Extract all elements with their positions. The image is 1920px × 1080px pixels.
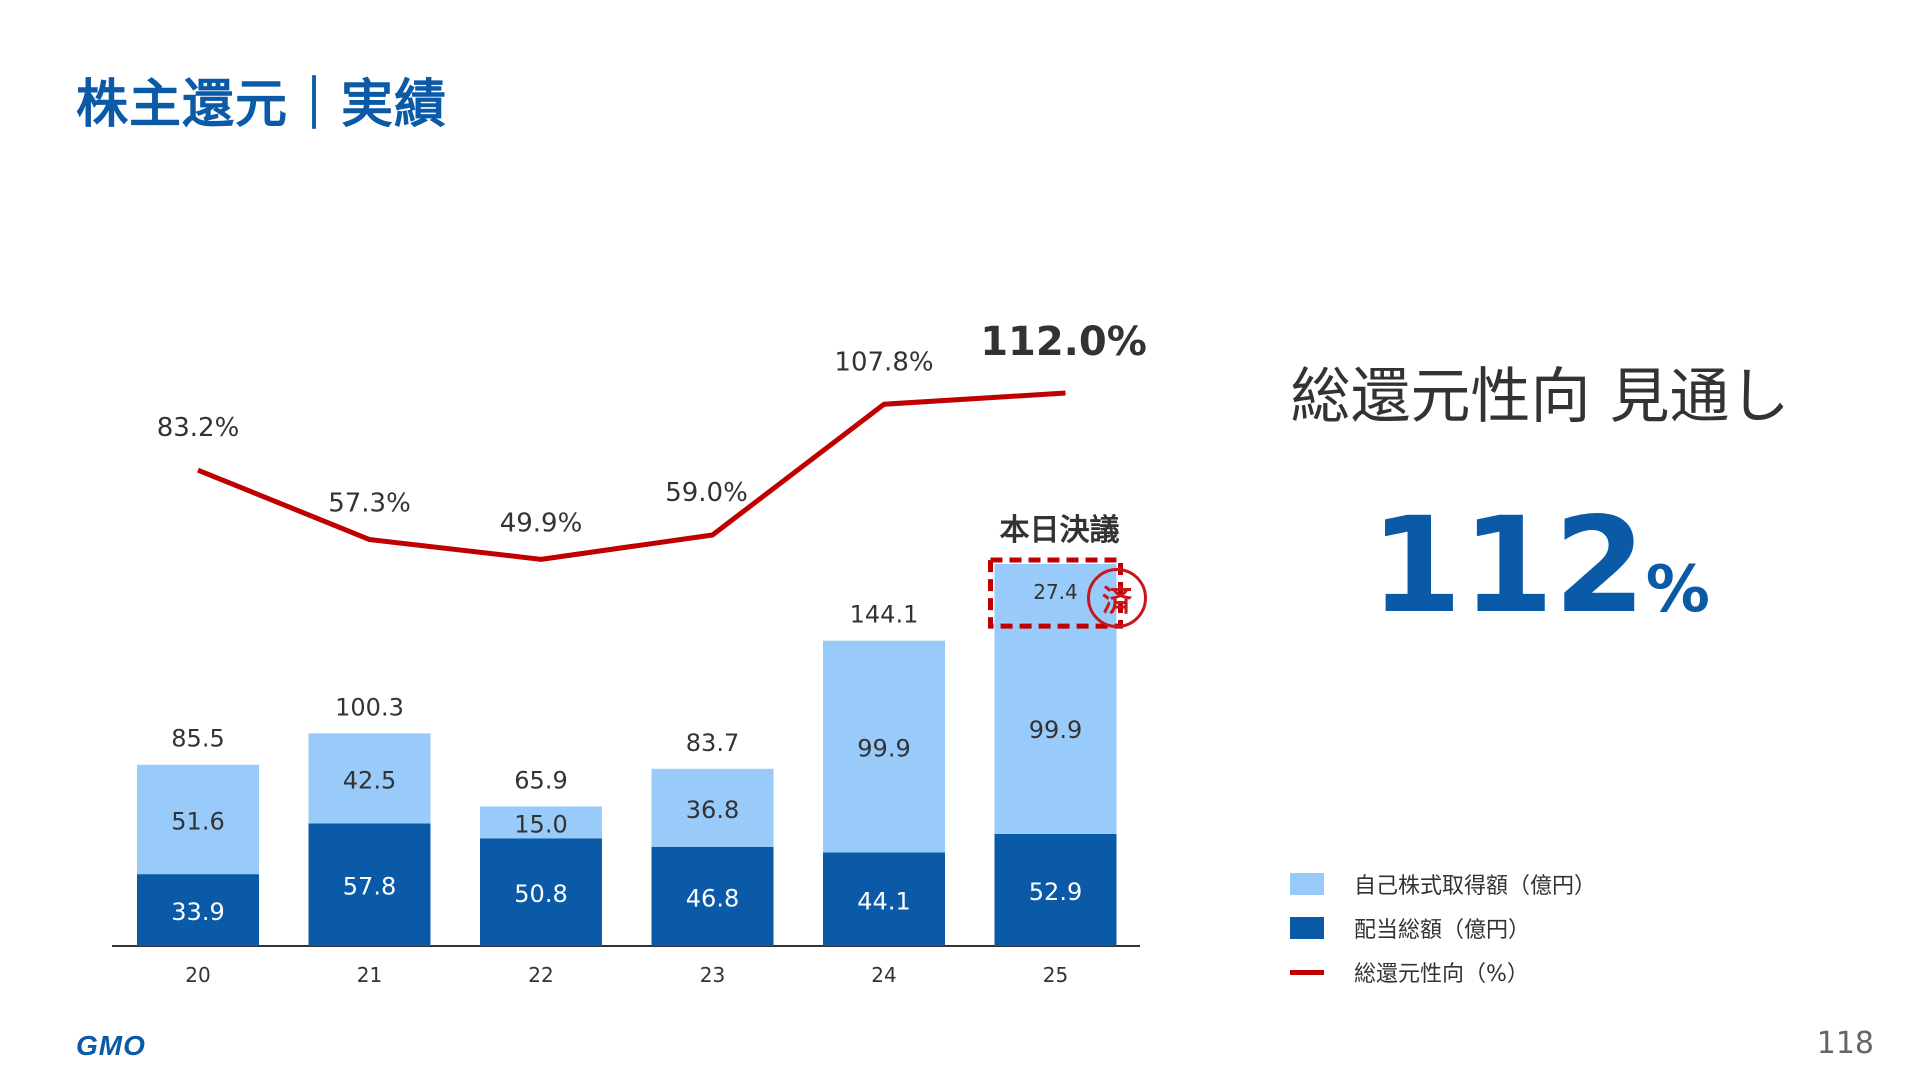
bar-segment-1-23 — [651, 768, 774, 847]
payout-ratio-label-23: 59.0% — [665, 478, 748, 508]
payout-ratio-line — [197, 390, 1066, 562]
bar-segment-1-21 — [308, 733, 431, 824]
x-tick-label-20: 20 — [185, 963, 210, 987]
bar-segment-1-25 — [994, 622, 1117, 834]
bar-segment-0-22 — [480, 838, 602, 946]
segment-label-1-21: 42.5 — [343, 766, 396, 794]
payout-ratio-label-20: 83.2% — [157, 413, 240, 443]
segment-label-0-23: 46.8 — [686, 884, 739, 912]
segment-label-0-24: 44.1 — [857, 887, 910, 915]
x-tick-label-22: 22 — [528, 963, 553, 987]
total-label-23: 83.7 — [686, 729, 739, 757]
x-tick-label-24: 24 — [871, 963, 896, 987]
legend-swatch-dividend — [1290, 917, 1324, 939]
legend-label-payout-ratio: 総還元性向（%） — [1354, 962, 1529, 987]
segment-label-0-25: 52.9 — [1029, 878, 1082, 906]
total-label-24: 144.1 — [850, 601, 919, 629]
x-tick-label-23: 23 — [700, 963, 725, 987]
segment-label-1-23: 36.8 — [686, 796, 739, 824]
resolved-today-label: 本日決議 — [1000, 513, 1120, 548]
gmo-logo: GMO — [76, 1030, 146, 1061]
segment-label-0-22: 50.8 — [514, 880, 567, 908]
segment-label-0-20: 33.9 — [171, 898, 224, 926]
outlook-label: 総還元性向 見通し — [1290, 362, 1790, 432]
legend-swatch-buyback — [1290, 873, 1324, 895]
labels-layer: 33.9 57.8 50.8 46.8 44.1 52.9 51.6 42.5 15.0 36.8… — [157, 319, 1147, 987]
total-label-20: 85.5 — [171, 725, 224, 753]
payout-ratio-label-24: 107.8% — [834, 347, 933, 377]
bar-segment-0-25 — [994, 833, 1117, 946]
outlook-unit: % — [1645, 553, 1710, 627]
bar-segment-1-20 — [137, 764, 259, 875]
segment-label-1-25: 99.9 — [1029, 716, 1082, 744]
legend-swatch-payout-ratio — [1290, 969, 1324, 975]
bar-segment-0-21 — [308, 823, 431, 946]
legend-label-buyback: 自己株式取得額（億円） — [1354, 874, 1597, 899]
payout-ratio-label-22: 49.9% — [500, 508, 583, 538]
segment-label-1-24: 99.9 — [857, 735, 910, 763]
bar-segment-0-24 — [823, 852, 945, 946]
segment-label-2-25: 27.4 — [1033, 580, 1078, 604]
bar-segment-0-20 — [137, 874, 259, 946]
legend: 自己株式取得額（億円） 配当総額（億円） 総還元性向（%） — [1290, 862, 1596, 994]
legend-item-dividend: 配当総額（億円） — [1290, 906, 1596, 950]
legend-item-payout-ratio: 総還元性向（%） — [1290, 950, 1596, 994]
segment-label-0-21: 57.8 — [343, 873, 396, 901]
total-label-22: 65.9 — [514, 767, 567, 795]
legend-label-dividend: 配当総額（億円） — [1354, 918, 1531, 943]
payout-ratio-label-25: 112.0% — [980, 319, 1147, 365]
x-tick-label-21: 21 — [357, 963, 382, 987]
bar-segment-1-22 — [480, 806, 602, 839]
outlook-number: 112 — [1370, 489, 1646, 643]
line-layer — [197, 390, 1066, 562]
outlook-value: 112% — [1270, 500, 1810, 632]
bar-segment-0-23 — [651, 846, 774, 946]
bars-layer — [112, 563, 1140, 947]
total-label-21: 100.3 — [335, 693, 404, 721]
segment-label-1-22: 15.0 — [514, 810, 567, 838]
payout-ratio-label-21: 57.3% — [328, 489, 411, 519]
page-title: 株主還元｜実績 — [76, 75, 448, 135]
x-tick-label-25: 25 — [1043, 963, 1068, 987]
segment-label-1-20: 51.6 — [171, 807, 224, 835]
page-number: 118 — [1816, 1026, 1874, 1061]
bar-segment-1-24 — [823, 640, 945, 853]
legend-item-buyback: 自己株式取得額（億円） — [1290, 862, 1596, 906]
done-badge: 済 — [1087, 568, 1147, 628]
